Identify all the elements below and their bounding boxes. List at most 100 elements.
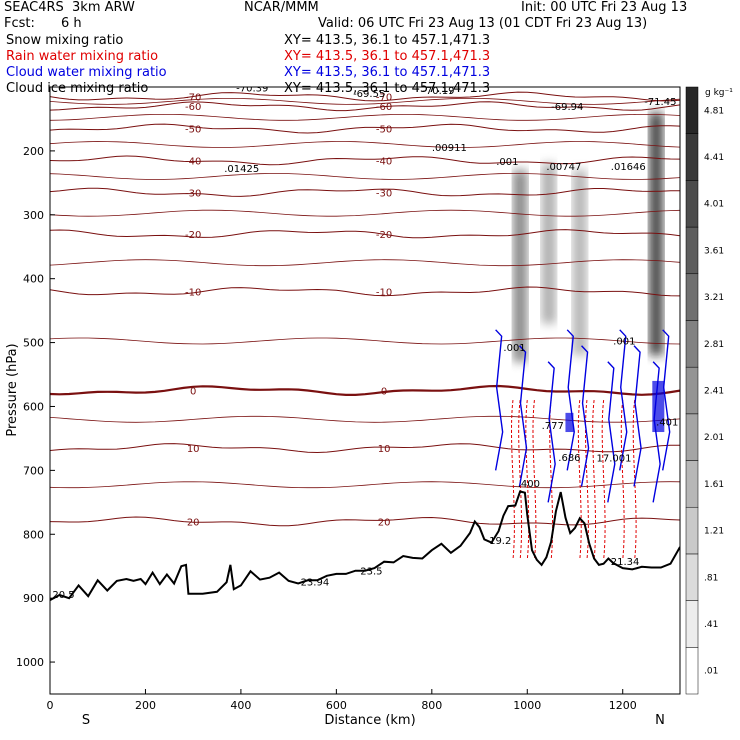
snow-shade-0 bbox=[513, 170, 528, 362]
contour-value-6-1: -10 bbox=[376, 287, 392, 298]
y-tick-label-3: 500 bbox=[23, 337, 44, 350]
contour-value-1-0: -60 bbox=[185, 102, 201, 113]
contour-label-1: -69.55 bbox=[353, 89, 385, 100]
y-tick-label-6: 800 bbox=[23, 528, 44, 541]
init-time: Init: 00 UTC Fri 23 Aug 13 bbox=[521, 0, 688, 15]
cloud-water-contour-7 bbox=[633, 345, 642, 487]
forecast-label: Fcst: bbox=[4, 16, 35, 31]
colorbar-label-1: .41 bbox=[704, 620, 718, 630]
colorbar-label-6: 2.41 bbox=[704, 387, 724, 397]
temperature-contour-3 bbox=[50, 155, 680, 166]
model-name: SEAC4RS 3km ARW bbox=[4, 0, 135, 15]
contour-label-20: .400 bbox=[518, 479, 540, 490]
temperature-contour-mid-0 bbox=[50, 97, 680, 105]
temperature-contour-1 bbox=[50, 101, 680, 112]
field-rain-xy: XY= 413.5, 36.1 to 457.1,471.3 bbox=[284, 49, 491, 64]
plot-frame bbox=[49, 86, 681, 695]
contour-label-8: .01646 bbox=[611, 162, 646, 173]
x-tick-label-2: 400 bbox=[230, 699, 251, 712]
colorbar-swatch-8 bbox=[685, 273, 699, 321]
temperature-contour-mid-7 bbox=[50, 415, 680, 423]
colorbar-label-7: 2.81 bbox=[704, 340, 724, 350]
colorbar-swatch-9 bbox=[685, 226, 699, 275]
temperature-contour-0 bbox=[50, 91, 680, 102]
colorbar-label-4: 1.61 bbox=[704, 480, 724, 490]
colorbar-swatch-6 bbox=[685, 366, 699, 415]
x-tick-label-6: 1200 bbox=[609, 699, 637, 712]
contour-value-9-0: 20 bbox=[187, 517, 200, 528]
field-cloud-water-xy: XY= 413.5, 36.1 to 457.1,471.3 bbox=[284, 65, 491, 80]
colorbar-swatch-5 bbox=[685, 413, 699, 461]
rain-contour-2 bbox=[525, 400, 530, 560]
y-axis-title: Pressure (hPa) bbox=[5, 343, 20, 436]
contour-value-7-0: 0 bbox=[190, 387, 196, 398]
contour-label-4: -71.45 bbox=[644, 97, 676, 108]
colorbar-swatch-2 bbox=[685, 553, 699, 601]
cloud-water-contour-1 bbox=[518, 345, 528, 487]
colorbar-swatch-10 bbox=[685, 180, 699, 228]
field-cloud-ice-name: Cloud ice mixing ratio bbox=[6, 81, 149, 96]
contour-value-8-0: 10 bbox=[187, 444, 200, 455]
contour-label-7: .00747 bbox=[546, 162, 581, 173]
colorbar-swatch-0 bbox=[685, 647, 699, 695]
contour-label-6: .001 bbox=[496, 157, 518, 168]
field-rain-name: Rain water mixing ratio bbox=[6, 49, 159, 64]
contour-value-5-0: -20 bbox=[185, 230, 201, 241]
field-snow-name: Snow mixing ratio bbox=[6, 33, 124, 48]
contour-label-15: .001 bbox=[503, 343, 525, 354]
x-tick-label-5: 1000 bbox=[513, 699, 541, 712]
contour-value-1-1: -60 bbox=[376, 102, 392, 113]
rain-contour-7 bbox=[592, 400, 597, 560]
cloud-water-core-north bbox=[652, 380, 665, 433]
colorbar-label-8: 3.21 bbox=[704, 293, 724, 303]
y-tick-label-0: 200 bbox=[23, 145, 44, 158]
temperature-contour-5 bbox=[50, 229, 680, 239]
colorbar-label-0: .01 bbox=[704, 667, 718, 677]
cloud-water-core-mid bbox=[565, 412, 574, 433]
x-tick-label-0: 0 bbox=[47, 699, 54, 712]
contour-label-5: .00911 bbox=[432, 143, 467, 154]
contour-value-0-1: -70 bbox=[376, 93, 392, 104]
contour-label-11: 23.94 bbox=[301, 577, 330, 588]
contour-label-0: -70.39 bbox=[236, 83, 268, 94]
end-label-south: S bbox=[82, 713, 90, 728]
valid-time: Valid: 06 UTC Fri 23 Aug 13 (01 CDT Fri … bbox=[318, 16, 648, 31]
contour-label-13: 20.5 bbox=[52, 590, 74, 601]
contour-label-17: .777 bbox=[542, 421, 564, 432]
colorbar-label-2: .81 bbox=[704, 573, 718, 583]
x-tick-label-3: 600 bbox=[326, 699, 347, 712]
cloud-water-contour-4 bbox=[580, 345, 590, 487]
y-tick-label-4: 600 bbox=[23, 400, 44, 413]
contour-value-7-1: 0 bbox=[381, 387, 387, 398]
y-tick-label-7: 900 bbox=[23, 592, 44, 605]
contour-value-6-0: -10 bbox=[185, 287, 201, 298]
contour-label-3: -69.94 bbox=[551, 102, 583, 113]
x-tick-label-1: 200 bbox=[135, 699, 156, 712]
contour-value-8-1: 10 bbox=[378, 444, 391, 455]
rain-contour-1 bbox=[518, 400, 523, 560]
temperature-contour-mid-6 bbox=[50, 337, 680, 345]
forecast-hour: 6 h bbox=[61, 16, 82, 31]
rain-contour-10 bbox=[632, 400, 637, 560]
contour-label-18: .686 bbox=[558, 453, 580, 464]
colorbar-label-10: 4.01 bbox=[704, 200, 724, 210]
contour-label-10: 19.2 bbox=[489, 536, 511, 547]
colorbar-label-3: 1.21 bbox=[704, 527, 724, 537]
temperature-contour-mid-5 bbox=[50, 259, 680, 267]
field-cloud-water-name: Cloud water mixing ratio bbox=[6, 65, 167, 80]
colorbar-swatch-11 bbox=[685, 133, 699, 181]
snow-shade-2 bbox=[572, 170, 587, 356]
snow-shade-1 bbox=[541, 163, 556, 324]
organization: NCAR/MMM bbox=[244, 0, 319, 15]
contour-value-2-1: -50 bbox=[376, 125, 392, 136]
colorbar-swatch-7 bbox=[685, 320, 699, 368]
temperature-contour-6 bbox=[50, 286, 680, 297]
temperature-contour-9 bbox=[50, 516, 680, 527]
contour-value-0-0: -70 bbox=[185, 93, 201, 104]
cloud-water-contour-0 bbox=[494, 329, 504, 471]
field-cloud-ice-xy: XY= 413.5, 36.1 to 457.1,471.3 bbox=[284, 81, 491, 96]
colorbar-swatch-3 bbox=[685, 506, 699, 555]
y-tick-label-2: 400 bbox=[23, 273, 44, 286]
contour-label-16: .001 bbox=[613, 336, 635, 347]
